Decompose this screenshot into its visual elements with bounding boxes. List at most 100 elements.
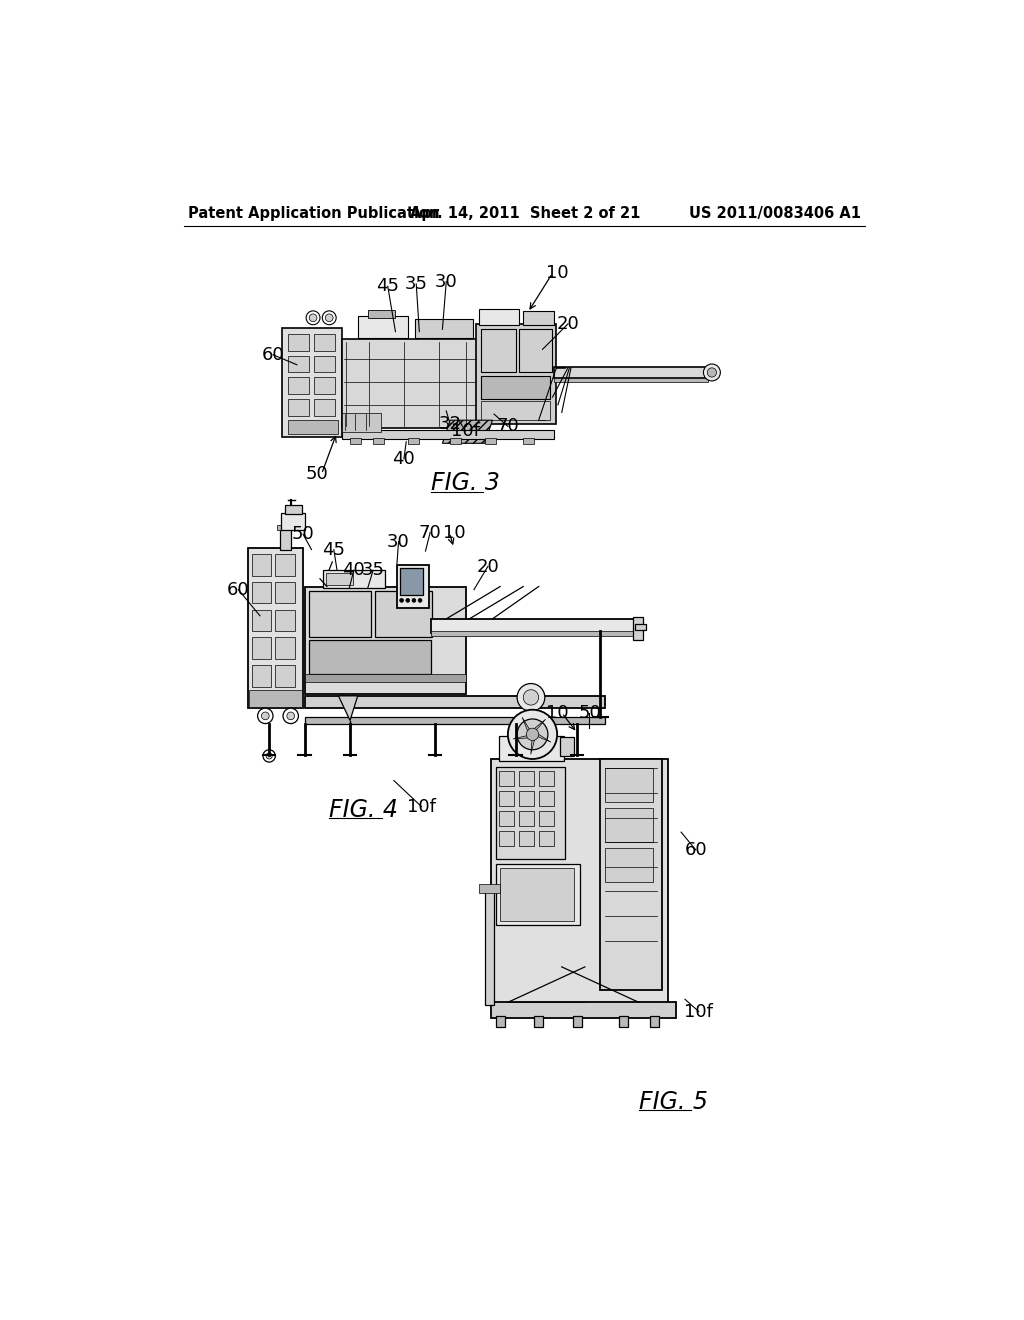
Bar (304, 717, 605, 725)
Bar (605, 849, 652, 882)
Bar (496, 767, 565, 859)
Bar (275, 610, 295, 631)
Bar (252, 638, 271, 659)
Bar (309, 591, 371, 638)
Bar (304, 586, 466, 694)
Bar (618, 1016, 628, 1027)
Circle shape (517, 719, 548, 750)
Circle shape (703, 364, 720, 381)
Bar (523, 438, 535, 444)
Bar (313, 334, 336, 351)
Bar (288, 355, 309, 372)
Circle shape (512, 752, 518, 759)
Bar (431, 619, 635, 632)
Bar (600, 759, 662, 990)
Polygon shape (522, 717, 532, 734)
Bar (276, 525, 294, 529)
Circle shape (523, 689, 539, 705)
Text: 60: 60 (227, 581, 250, 598)
Bar (375, 591, 432, 638)
Polygon shape (532, 734, 551, 742)
Bar (481, 376, 550, 399)
Text: Apr. 14, 2011  Sheet 2 of 21: Apr. 14, 2011 Sheet 2 of 21 (410, 206, 640, 222)
Circle shape (326, 314, 333, 322)
Bar (484, 438, 496, 444)
Bar (252, 554, 271, 576)
Bar (280, 528, 291, 549)
Bar (475, 323, 556, 424)
Bar (275, 638, 295, 659)
Text: 70: 70 (419, 524, 441, 541)
Text: 70: 70 (497, 417, 519, 436)
Bar (397, 565, 429, 609)
Bar (252, 610, 271, 631)
Text: 30: 30 (435, 273, 458, 290)
Bar (252, 582, 271, 603)
Bar (572, 1016, 582, 1027)
Text: Patent Application Publication: Patent Application Publication (188, 206, 440, 222)
Bar (342, 430, 554, 440)
Polygon shape (513, 734, 532, 739)
Circle shape (526, 729, 539, 741)
Bar (539, 830, 554, 846)
Circle shape (283, 708, 298, 723)
Text: 10f: 10f (408, 797, 436, 816)
Bar (519, 330, 552, 372)
Bar (499, 771, 514, 785)
Bar (275, 665, 295, 686)
Text: 60: 60 (262, 346, 285, 364)
Bar (350, 438, 360, 444)
Circle shape (263, 750, 275, 762)
Circle shape (508, 710, 557, 759)
Text: 40: 40 (392, 450, 416, 467)
Text: 32: 32 (438, 414, 462, 433)
Bar (408, 438, 419, 444)
Circle shape (509, 750, 521, 762)
Bar (481, 401, 550, 420)
Bar (451, 438, 461, 444)
Bar (313, 355, 336, 372)
Bar (252, 665, 271, 686)
Bar (484, 890, 494, 1006)
Bar (323, 570, 385, 589)
Bar (373, 438, 384, 444)
Circle shape (412, 598, 416, 602)
Circle shape (258, 708, 273, 723)
Text: FIG. 5: FIG. 5 (639, 1089, 708, 1114)
Text: FIG. 3: FIG. 3 (431, 471, 500, 495)
Text: 10: 10 (546, 704, 568, 722)
Bar (248, 548, 303, 708)
Bar (342, 412, 381, 432)
Text: 50: 50 (579, 704, 601, 722)
Text: FIG. 4: FIG. 4 (330, 797, 398, 822)
Bar (249, 689, 301, 706)
Bar (499, 791, 514, 807)
Polygon shape (530, 734, 535, 754)
Circle shape (306, 312, 319, 325)
Bar (285, 506, 301, 515)
Bar (275, 554, 295, 576)
Bar (416, 318, 473, 338)
Bar (326, 573, 353, 585)
Bar (635, 624, 646, 631)
Bar (481, 330, 515, 372)
Text: 10: 10 (546, 264, 568, 282)
Bar (500, 869, 574, 921)
Bar (560, 738, 574, 756)
Text: 10: 10 (442, 524, 465, 541)
Bar (313, 378, 336, 393)
Bar (518, 830, 535, 846)
Bar (288, 399, 309, 416)
Text: 20: 20 (476, 557, 500, 576)
Text: 45: 45 (376, 277, 399, 296)
Bar (605, 808, 652, 842)
Circle shape (418, 598, 422, 602)
Circle shape (323, 312, 336, 325)
Circle shape (406, 598, 410, 602)
Text: 35: 35 (361, 561, 385, 579)
Circle shape (399, 598, 403, 602)
Bar (490, 1002, 676, 1018)
Bar (605, 768, 652, 803)
Bar (554, 367, 708, 378)
Bar (490, 759, 668, 1006)
